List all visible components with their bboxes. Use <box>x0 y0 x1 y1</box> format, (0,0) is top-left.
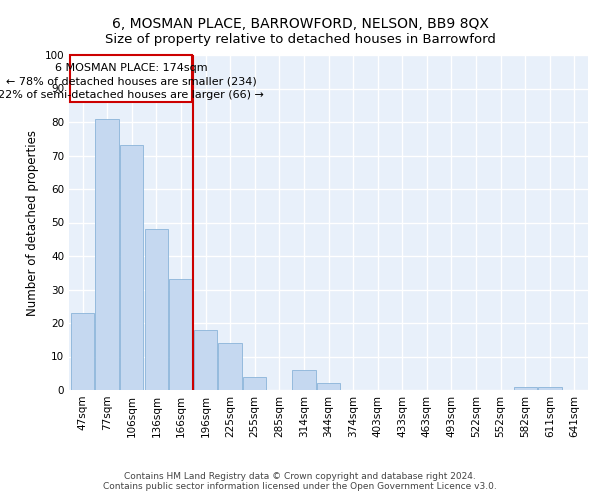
Bar <box>169 280 193 390</box>
Text: Contains public sector information licensed under the Open Government Licence v3: Contains public sector information licen… <box>103 482 497 491</box>
Bar <box>292 370 316 390</box>
Bar <box>514 386 537 390</box>
Text: 22% of semi-detached houses are larger (66) →: 22% of semi-detached houses are larger (… <box>0 90 264 100</box>
Text: 6, MOSMAN PLACE, BARROWFORD, NELSON, BB9 8QX: 6, MOSMAN PLACE, BARROWFORD, NELSON, BB9… <box>112 18 488 32</box>
Bar <box>145 229 168 390</box>
Text: ← 78% of detached houses are smaller (234): ← 78% of detached houses are smaller (23… <box>6 77 256 87</box>
Bar <box>120 146 143 390</box>
Text: Contains HM Land Registry data © Crown copyright and database right 2024.: Contains HM Land Registry data © Crown c… <box>124 472 476 481</box>
Bar <box>194 330 217 390</box>
Bar <box>95 118 119 390</box>
Text: Size of property relative to detached houses in Barrowford: Size of property relative to detached ho… <box>104 32 496 46</box>
Y-axis label: Number of detached properties: Number of detached properties <box>26 130 39 316</box>
Bar <box>317 384 340 390</box>
Bar <box>538 386 562 390</box>
Bar <box>243 376 266 390</box>
Bar <box>71 313 94 390</box>
Text: 6 MOSMAN PLACE: 174sqm: 6 MOSMAN PLACE: 174sqm <box>55 64 208 74</box>
Bar <box>218 343 242 390</box>
FancyBboxPatch shape <box>70 55 192 102</box>
